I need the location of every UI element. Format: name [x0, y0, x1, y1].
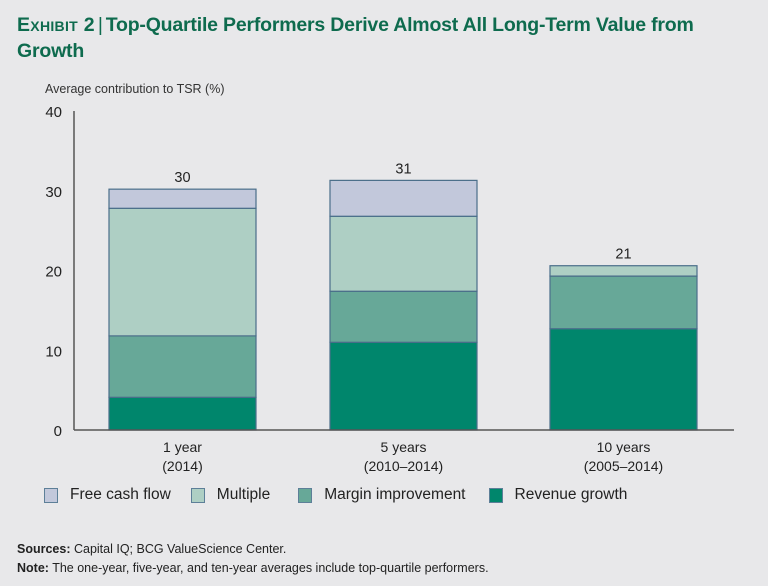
y-tick-label: 30: [45, 184, 62, 201]
legend-swatch: [298, 487, 313, 503]
sources-line: Sources: Capital IQ; BCG ValueScience Ce…: [17, 540, 489, 559]
legend-swatch: [488, 487, 503, 503]
legend-label: Margin improvement: [324, 486, 466, 503]
bar-segment-multiple: [549, 265, 698, 277]
bar-segment-free-cash-flow: [108, 188, 257, 209]
legend-item-revenue-growth: Revenue growth: [488, 486, 628, 504]
x-tick-label: 10 years: [597, 439, 651, 455]
sources-label: Sources:: [17, 542, 71, 556]
y-tick-label: 10: [45, 343, 62, 360]
x-tick-sublabel: (2005–2014): [584, 458, 663, 474]
bar-stack: [108, 188, 257, 431]
chart-legend: Free cash flow Multiple Margin improvement…: [44, 486, 627, 504]
title-text: Top-Quartile Performers Derive Almost Al…: [17, 14, 694, 62]
x-tick-label: 5 years: [381, 439, 427, 455]
bar-total-label: 30: [174, 170, 190, 186]
title-separator: |: [97, 14, 103, 36]
exhibit-title: Exhibit 2 | Top-Quartile Performers Derive…: [17, 12, 757, 64]
bar-segment-multiple: [108, 207, 257, 337]
note-label: Note:: [17, 561, 49, 575]
exhibit-label: Exhibit 2: [17, 14, 95, 36]
x-tick-sublabel: (2010–2014): [364, 458, 443, 474]
bars: [108, 179, 698, 431]
x-tick-sublabel: (2014): [162, 458, 202, 474]
legend-item-multiple: Multiple: [190, 486, 271, 504]
bar-total-label: 21: [615, 247, 631, 263]
bar-stack: [329, 179, 478, 431]
total-labels: 30 31 21: [174, 161, 631, 262]
sources-text: Capital IQ; BCG ValueScience Center.: [70, 542, 287, 556]
legend-swatch: [190, 487, 205, 503]
bar-segment-margin-improvement: [108, 335, 257, 398]
bar-segment-revenue-growth: [549, 328, 698, 431]
x-axis-ticks: 1 year (2014) 5 years (2010–2014) 10 years (2…: [162, 439, 663, 474]
legend-item-margin-improvement: Margin improvement: [298, 486, 466, 504]
bar-segment-margin-improvement: [549, 275, 698, 330]
bar-stack: [549, 265, 698, 431]
bar-total-label: 31: [395, 161, 411, 177]
note-text: The one-year, five-year, and ten-year av…: [48, 561, 489, 575]
legend-label: Revenue growth: [514, 486, 628, 503]
bar-segment-revenue-growth: [329, 341, 478, 431]
bar-segment-revenue-growth: [108, 396, 257, 431]
bar-segment-multiple: [329, 215, 478, 292]
legend-label: Free cash flow: [70, 486, 171, 503]
y-tick-label: 40: [45, 104, 62, 121]
footnotes: Sources: Capital IQ; BCG ValueScience Ce…: [17, 540, 489, 578]
legend-label: Multiple: [216, 486, 271, 503]
y-tick-label: 0: [54, 423, 62, 440]
note-line: Note: The one-year, five-year, and ten-y…: [17, 559, 489, 578]
y-axis-label: Average contribution to TSR (%): [45, 82, 225, 96]
bar-segment-margin-improvement: [329, 290, 478, 343]
y-tick-label: 20: [45, 264, 62, 281]
y-axis-ticks: 0 10 20 30 40: [45, 104, 62, 440]
legend-swatch: [44, 487, 58, 503]
bar-segment-free-cash-flow: [329, 179, 478, 217]
legend-item-free-cash-flow: Free cash flow: [44, 486, 171, 504]
x-tick-label: 1 year: [163, 439, 202, 455]
